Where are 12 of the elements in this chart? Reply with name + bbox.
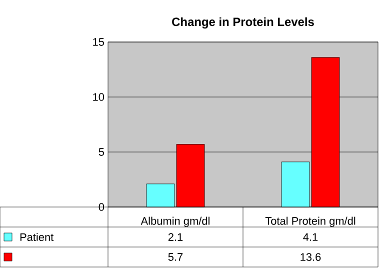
x-tick-label: Total Protein gm/dl — [265, 216, 356, 227]
data-label: 13.6 — [300, 253, 321, 261]
y-tick-label: 15 — [93, 38, 104, 46]
data-label: 2.1 — [168, 233, 183, 241]
x-tick-label: Albumin gm/dl — [140, 216, 210, 227]
chart-title: Change in Protein Levels — [172, 17, 314, 28]
y-tick-label: 5 — [98, 148, 104, 156]
legend-label: Patient — [20, 232, 54, 242]
y-tick-label: 0 — [98, 203, 104, 211]
data-label: 4.1 — [303, 233, 318, 241]
data-label: 5.7 — [168, 253, 183, 261]
y-tick-label: 10 — [93, 93, 104, 101]
